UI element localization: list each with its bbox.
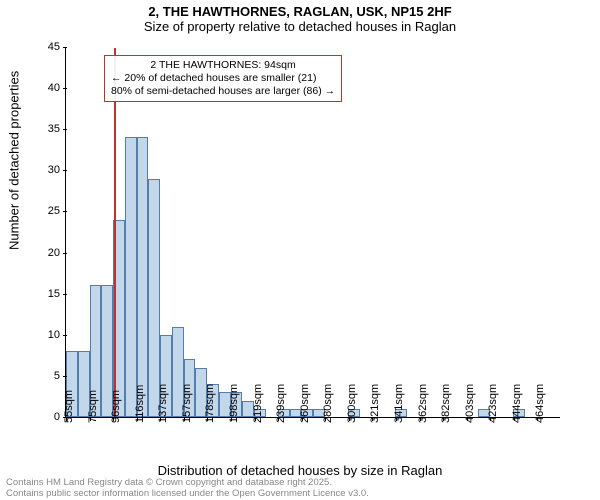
title-line-1: 2, THE HAWTHORNES, RAGLAN, USK, NP15 2HF	[0, 4, 600, 19]
x-tick-mark	[443, 417, 444, 421]
x-tick-mark	[396, 417, 397, 421]
x-tick-mark	[231, 417, 232, 421]
y-tick: 45	[48, 41, 66, 53]
x-tick: 260sqm	[299, 384, 311, 423]
x-tick-mark	[490, 417, 491, 421]
x-tick: 178sqm	[204, 384, 216, 423]
x-tick: 137sqm	[157, 384, 169, 423]
x-tick-mark	[255, 417, 256, 421]
y-tick: 25	[48, 205, 66, 217]
footer-attribution: Contains HM Land Registry data © Crown c…	[6, 478, 369, 500]
x-tick: 444sqm	[511, 384, 523, 423]
x-tick-mark	[349, 417, 350, 421]
x-tick: 423sqm	[487, 384, 499, 423]
histogram-bar	[125, 137, 137, 417]
y-tick: 10	[48, 329, 66, 341]
x-tick: 96sqm	[110, 390, 122, 423]
x-tick-mark	[372, 417, 373, 421]
annotation-line-2: ← 20% of detached houses are smaller (21…	[111, 72, 335, 85]
x-tick: 403sqm	[464, 384, 476, 423]
x-tick-mark	[207, 417, 208, 421]
annotation-line-1: 2 THE HAWTHORNES: 94sqm	[111, 59, 335, 72]
title-line-2: Size of property relative to detached ho…	[0, 19, 600, 34]
annotation-line-3: 80% of semi-detached houses are larger (…	[111, 85, 335, 98]
footer-line-2: Contains public sector information licen…	[6, 489, 369, 500]
x-tick-mark	[113, 417, 114, 421]
x-tick: 239sqm	[275, 384, 287, 423]
x-tick: 341sqm	[393, 384, 405, 423]
x-tick: 382sqm	[440, 384, 452, 423]
bars-container	[66, 48, 560, 417]
plot-area: 2 THE HAWTHORNES: 94sqm ← 20% of detache…	[65, 48, 560, 418]
y-tick: 20	[48, 247, 66, 259]
annotation-box: 2 THE HAWTHORNES: 94sqm ← 20% of detache…	[104, 55, 342, 102]
histogram-bar	[148, 179, 160, 417]
x-tick: 300sqm	[346, 384, 358, 423]
property-marker-line	[114, 48, 116, 417]
x-tick-mark	[160, 417, 161, 421]
x-axis-label: Distribution of detached houses by size …	[0, 463, 600, 478]
x-tick: 198sqm	[228, 384, 240, 423]
x-tick-mark	[66, 417, 67, 421]
x-tick-mark	[467, 417, 468, 421]
x-tick: 321sqm	[369, 384, 381, 423]
y-tick: 30	[48, 164, 66, 176]
x-tick: 75sqm	[87, 390, 99, 423]
x-tick: 219sqm	[252, 384, 264, 423]
x-tick: 116sqm	[134, 385, 146, 423]
x-tick: 157sqm	[181, 384, 193, 423]
x-tick: 464sqm	[534, 384, 546, 423]
y-tick: 35	[48, 123, 66, 135]
x-tick-mark	[137, 417, 138, 421]
chart-title-block: 2, THE HAWTHORNES, RAGLAN, USK, NP15 2HF…	[0, 0, 600, 34]
histogram-bar	[137, 137, 149, 417]
y-tick: 5	[54, 370, 66, 382]
x-tick: 280sqm	[322, 384, 334, 423]
x-tick-mark	[537, 417, 538, 421]
x-tick-mark	[420, 417, 421, 421]
y-tick: 15	[48, 288, 66, 300]
x-tick: 55sqm	[63, 390, 75, 423]
x-tick: 362sqm	[417, 384, 429, 423]
x-tick-mark	[278, 417, 279, 421]
x-tick-mark	[184, 417, 185, 421]
x-tick-mark	[325, 417, 326, 421]
y-axis-label: Number of detached properties	[7, 71, 22, 250]
x-tick-mark	[90, 417, 91, 421]
y-tick: 40	[48, 82, 66, 94]
x-tick-mark	[302, 417, 303, 421]
x-tick-mark	[514, 417, 515, 421]
